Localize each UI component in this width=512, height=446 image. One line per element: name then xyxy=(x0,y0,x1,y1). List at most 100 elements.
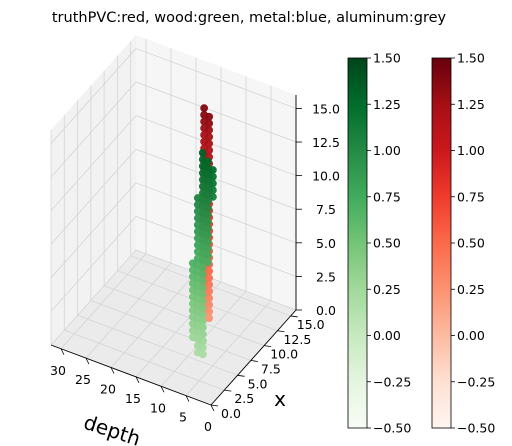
gridline xyxy=(50,182,137,279)
y-tick-mark xyxy=(237,374,245,377)
gridline xyxy=(50,115,137,211)
colorbar-reds: 1.50 1.25 1.00 0.75 0.50 0.25 0.00 −0.25 −0.50 xyxy=(431,51,495,436)
y-tick-label: 7.5 xyxy=(261,361,281,376)
scatter-point-series-1 xyxy=(208,192,217,201)
colorbar-tick-label: 0.25 xyxy=(457,282,485,297)
x-tick-label: 10 xyxy=(150,400,166,415)
pane-back xyxy=(51,35,136,345)
gridline xyxy=(90,300,251,361)
scatter-point-series-1 xyxy=(203,204,212,213)
x-tick-label: 25 xyxy=(75,372,91,387)
scatter-point-series-1 xyxy=(203,251,212,260)
z-tick-label: 12.5 xyxy=(312,135,340,150)
gridline xyxy=(135,182,297,244)
x-tick-mark xyxy=(210,404,215,412)
colorbar-greens: 1.50 1.25 1.00 0.75 0.50 0.25 0.00 −0.25 −0.50 xyxy=(347,51,411,436)
x-tick-mark xyxy=(110,367,115,374)
y-tick-label: 2.5 xyxy=(234,391,254,406)
scatter-point-series-1 xyxy=(198,350,207,359)
colorbar-tick-label: 0.75 xyxy=(457,189,485,204)
gridline xyxy=(50,148,137,245)
x-tick-label: 5 xyxy=(179,410,187,425)
colorbar-tick-label: −0.25 xyxy=(457,374,495,389)
z-tick-label: 0.0 xyxy=(316,303,336,318)
gridline xyxy=(135,249,297,311)
colorbar-tick-label: 1.00 xyxy=(457,143,485,158)
x-tick-label: 15 xyxy=(125,391,141,406)
scatter-point-series-1 xyxy=(203,211,212,220)
scatter-point-series-1 xyxy=(198,330,207,339)
z-tick-label: 7.5 xyxy=(316,202,336,217)
y-tick-mark xyxy=(210,404,219,407)
gridline xyxy=(50,48,137,144)
scatter-point-series-1 xyxy=(208,166,217,174)
scatter-point-series-1 xyxy=(203,217,212,226)
scatter-point-series-1 xyxy=(203,224,212,233)
scatter-point-series-0 xyxy=(205,274,214,282)
colorbar-tick-label: −0.25 xyxy=(373,374,411,389)
x-axis-line xyxy=(50,344,212,406)
colorbar-tick-label: 1.50 xyxy=(373,51,401,66)
scatter-point-series-1 xyxy=(203,258,212,267)
x-axis-label: depth xyxy=(81,410,144,446)
y-tick-label: 5.0 xyxy=(248,376,268,391)
x-tick-mark xyxy=(85,357,90,365)
gridline xyxy=(64,329,225,391)
x-tick-label: 0 xyxy=(204,419,212,434)
scatter-point-series-0 xyxy=(205,300,214,309)
colorbar-tick-label: 1.00 xyxy=(373,143,401,158)
scatter-point-series-1 xyxy=(208,179,217,188)
scatter-point-series-0 xyxy=(205,267,214,276)
scatter-point-series-1 xyxy=(208,172,217,181)
colorbar-tick-label: 1.25 xyxy=(457,97,485,112)
scatter-point-series-1 xyxy=(208,186,217,195)
colorbar-tick-label: 0.00 xyxy=(373,328,401,343)
axes-3d: 0510152025300.02.55.07.510.012.515.00.02… xyxy=(50,35,340,446)
y-tick-mark xyxy=(290,315,298,318)
scatter-point-series-1 xyxy=(198,337,207,345)
scatter-point-series-0 xyxy=(205,139,214,148)
scatter-point-series-1 xyxy=(198,343,207,352)
x-tick-mark xyxy=(160,386,165,393)
scatter-point-series-1 xyxy=(203,244,212,253)
y-axis-label: x xyxy=(274,387,286,411)
gridline xyxy=(85,262,172,359)
x-tick-mark xyxy=(60,348,65,355)
y-tick-label: 15.0 xyxy=(297,317,325,332)
colorbar-tick-label: −0.50 xyxy=(373,421,411,436)
gridline xyxy=(77,314,238,376)
scatter-point-series-0 xyxy=(205,307,214,316)
y-tick-mark xyxy=(224,389,232,392)
scatter-point-series-0 xyxy=(200,104,209,113)
y-tick-label: 12.5 xyxy=(283,332,311,347)
colorbar-gradient xyxy=(431,57,452,429)
gridline xyxy=(185,300,272,396)
scatter-point-series-0 xyxy=(205,294,214,303)
colorbar-tick-label: 1.50 xyxy=(457,51,485,66)
gridline xyxy=(135,48,297,109)
scatter-point-series-1 xyxy=(203,238,212,246)
scatter-point-series-0 xyxy=(205,132,214,141)
gridline xyxy=(60,253,147,350)
x-tick-label: 30 xyxy=(50,363,66,378)
x-tick-mark xyxy=(185,395,190,402)
scatter-point-series-0 xyxy=(205,287,214,296)
colorbar-tick-label: 0.00 xyxy=(457,328,485,343)
colorbar-tick-label: 0.25 xyxy=(373,282,401,297)
y-tick-mark xyxy=(250,360,258,362)
gridline xyxy=(135,216,297,277)
scatter-point-series-0 xyxy=(205,126,214,135)
z-tick-label: 5.0 xyxy=(316,236,336,251)
colorbar-tick-label: 0.50 xyxy=(373,236,401,251)
z-tick-label: 10.0 xyxy=(312,169,340,184)
gridline xyxy=(110,272,197,368)
x-tick-label: 20 xyxy=(100,382,116,397)
scatter-point-series-0 xyxy=(205,280,214,289)
gridline xyxy=(50,249,137,346)
scatter-point-series-0 xyxy=(205,119,214,128)
colorbar-tick-label: −0.50 xyxy=(457,421,495,436)
x-tick-mark xyxy=(135,376,140,384)
gridline xyxy=(50,216,137,312)
scatter-point-series-0 xyxy=(205,314,214,323)
